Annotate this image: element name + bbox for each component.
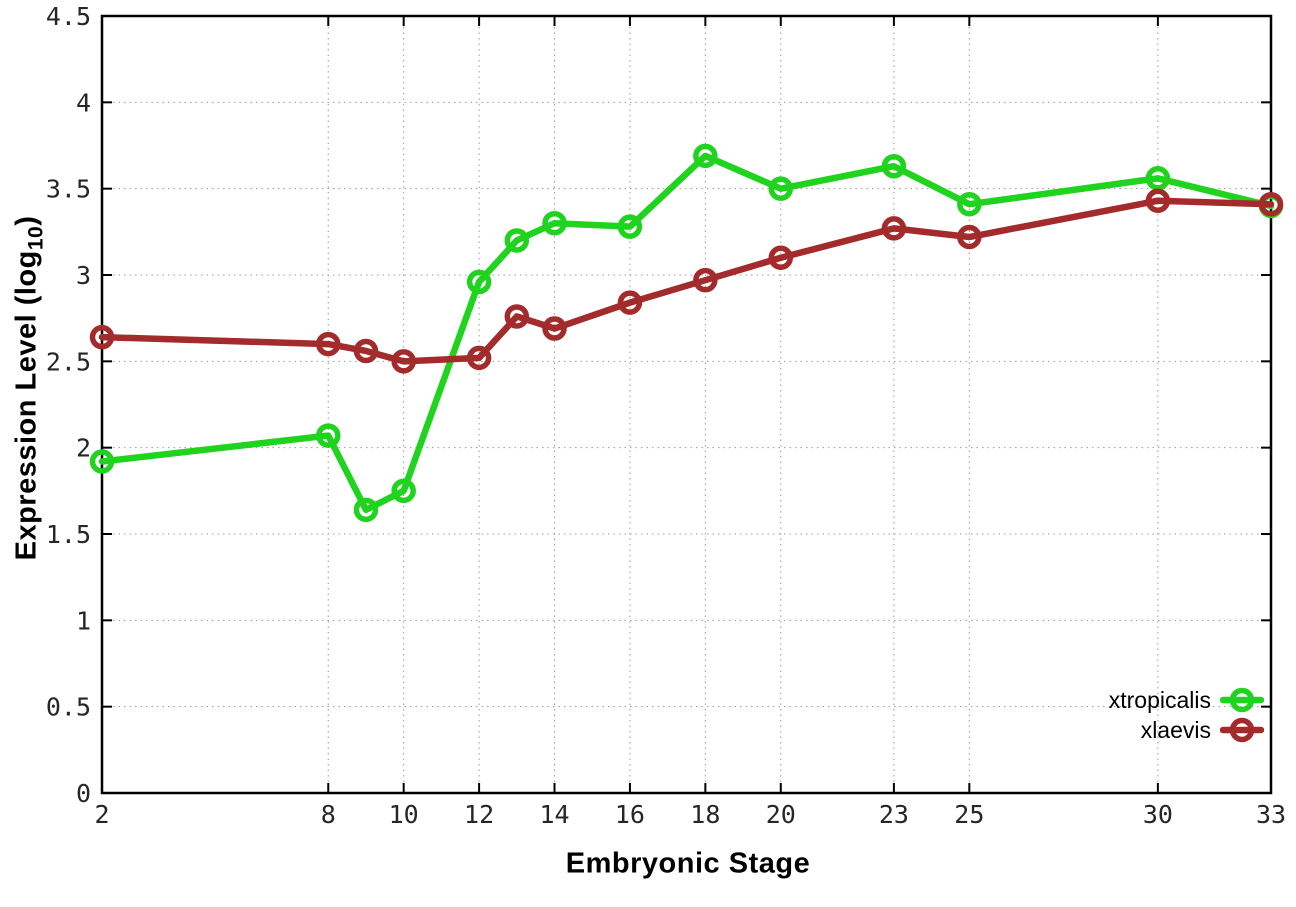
series-xlaevis-point xyxy=(316,331,341,357)
axis-border xyxy=(100,14,1273,795)
y-tick-label: 4 xyxy=(76,88,91,117)
x-tick-label: 10 xyxy=(389,800,419,829)
series-xlaevis-point xyxy=(466,345,492,371)
series-xtropicalis-point xyxy=(542,210,567,236)
x-tick-label: 18 xyxy=(690,800,720,829)
x-tick-label: 12 xyxy=(464,800,494,829)
y-tick-label: 4.5 xyxy=(46,2,91,31)
series-xlaevis-point xyxy=(881,216,907,241)
series-xtropicalis-point xyxy=(693,143,718,169)
series-xtropicalis-point xyxy=(881,153,907,179)
y-tick-label: 3 xyxy=(76,261,91,290)
series-xtropicalis-point xyxy=(617,214,643,239)
x-tick-label: 8 xyxy=(321,800,336,829)
y-axis-title-text: Expression Level (log xyxy=(10,250,43,561)
legend-item-xlaevis: xlaevis xyxy=(1141,715,1264,745)
y-tick-label: 2 xyxy=(76,434,91,463)
y-tick-label: 1 xyxy=(76,606,91,635)
legend-label-xlaevis: xlaevis xyxy=(1140,717,1211,743)
series-xlaevis-point xyxy=(1145,188,1171,214)
series-xlaevis-point xyxy=(957,224,982,250)
x-tick-label: 25 xyxy=(954,800,984,829)
y-axis-title-suffix: ) xyxy=(10,215,43,226)
series-xlaevis-point xyxy=(504,304,530,329)
series-xlaevis-point xyxy=(353,338,379,364)
series-xtropicalis-point xyxy=(768,176,794,201)
y-tick-label: 3.5 xyxy=(46,175,91,204)
series-xtropicalis-point xyxy=(391,478,416,504)
legend-marker-xlaevis-icon xyxy=(1220,717,1264,743)
series-xlaevis-point xyxy=(768,245,794,270)
legend-marker-xtropicalis-icon xyxy=(1220,687,1264,713)
y-tick-label: 1.5 xyxy=(46,520,91,549)
x-tick-label: 16 xyxy=(615,800,645,829)
y-tick-label: 2.5 xyxy=(46,347,91,376)
series-xtropicalis-point xyxy=(504,228,530,253)
series-xlaevis-point xyxy=(693,267,718,293)
y-axis-title-subscript: 10 xyxy=(24,225,48,251)
series-xtropicalis-point xyxy=(316,423,341,448)
legend: xtropicalis xlaevis xyxy=(1109,685,1264,745)
x-tick-label: 14 xyxy=(539,800,569,829)
series-xlaevis-point xyxy=(617,290,643,315)
series-xtropicalis-point xyxy=(353,497,379,523)
series-xlaevis-line xyxy=(98,197,1275,365)
series-xtropicalis-point xyxy=(89,449,115,474)
series-xlaevis-point xyxy=(391,349,416,374)
y-axis-title: Expression Level (log10) xyxy=(10,215,48,561)
x-tick-label: 33 xyxy=(1256,800,1286,829)
legend-label-xtropicalis: xtropicalis xyxy=(1108,687,1211,713)
x-tick-label: 23 xyxy=(879,800,909,829)
series-xtropicalis-point xyxy=(466,269,492,295)
y-tick-label: 0.5 xyxy=(46,693,91,722)
x-axis-title: Embryonic Stage xyxy=(565,847,811,880)
series-xlaevis-point xyxy=(542,316,567,341)
series-xtropicalis-line xyxy=(98,152,1275,514)
series-xtropicalis-point xyxy=(957,191,982,217)
series-xlaevis-point xyxy=(89,324,115,350)
legend-item-xtropicalis: xtropicalis xyxy=(1109,685,1264,715)
y-tick-label: 0 xyxy=(76,779,91,808)
x-tick-label: 20 xyxy=(766,800,796,829)
series-xlaevis-point xyxy=(1258,191,1284,217)
series-xtropicalis-point xyxy=(1145,166,1171,191)
x-tick-label: 30 xyxy=(1143,800,1173,829)
x-tick-label: 2 xyxy=(94,800,109,829)
